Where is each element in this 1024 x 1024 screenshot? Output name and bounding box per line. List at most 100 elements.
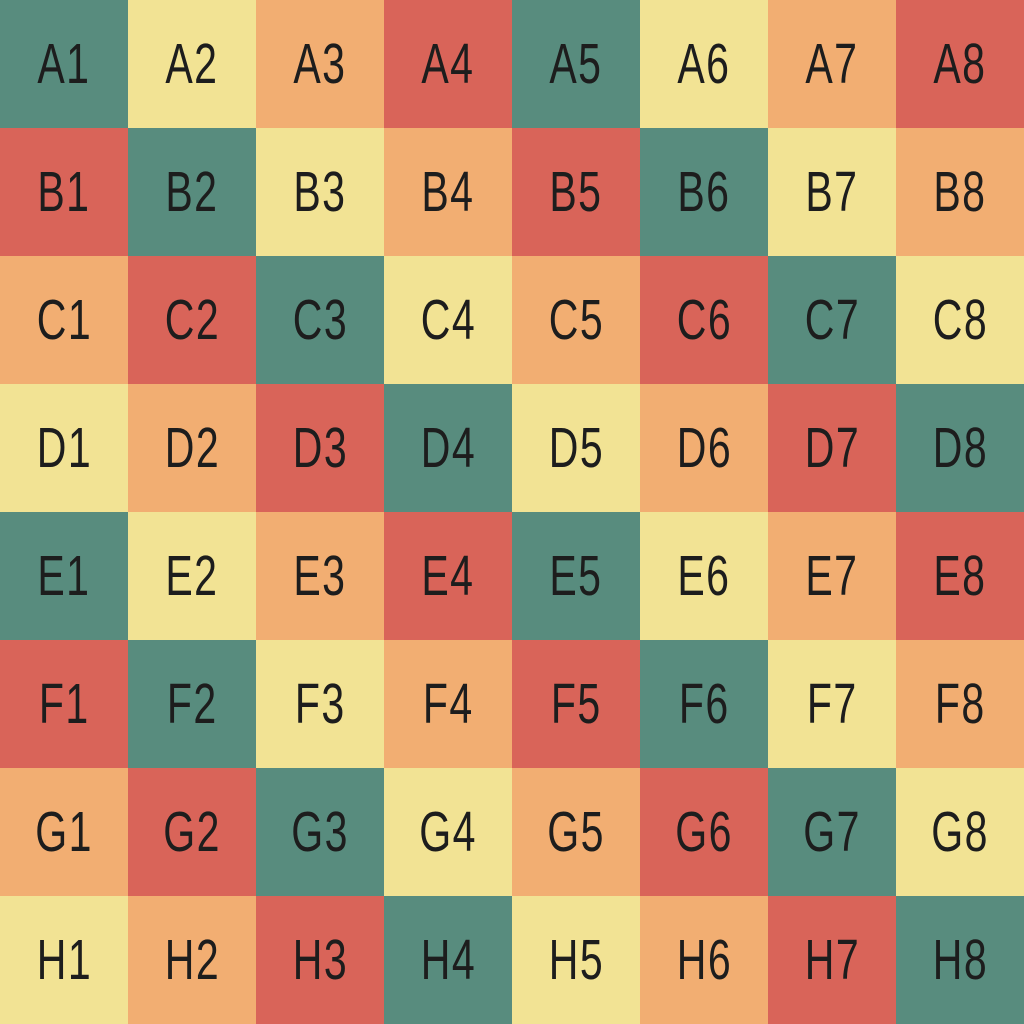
grid-cell-label: E6 — [677, 543, 731, 608]
grid-cell[interactable]: C5 — [512, 256, 640, 384]
grid-cell[interactable]: B2 — [128, 128, 256, 256]
grid-cell[interactable]: F8 — [896, 640, 1024, 768]
grid-cell-label: C3 — [292, 287, 348, 352]
grid-cell[interactable]: A6 — [640, 0, 768, 128]
grid-cell-label: B6 — [677, 159, 731, 224]
grid-cell[interactable]: D6 — [640, 384, 768, 512]
grid-cell[interactable]: D4 — [384, 384, 512, 512]
grid-cell[interactable]: F6 — [640, 640, 768, 768]
grid-cell[interactable]: D8 — [896, 384, 1024, 512]
grid-cell-label: B1 — [37, 159, 91, 224]
grid-cell[interactable]: F5 — [512, 640, 640, 768]
grid-cell-label: E4 — [421, 543, 475, 608]
grid-cell-label: D7 — [804, 415, 860, 480]
grid-cell[interactable]: F2 — [128, 640, 256, 768]
grid-cell-label: B7 — [805, 159, 859, 224]
grid-cell-label: D4 — [420, 415, 476, 480]
grid-cell[interactable]: D2 — [128, 384, 256, 512]
grid-cell-label: H6 — [676, 927, 732, 992]
grid-cell-label: A7 — [805, 31, 859, 96]
grid-cell[interactable]: H1 — [0, 896, 128, 1024]
grid-cell-label: G5 — [547, 799, 605, 864]
grid-cell[interactable]: E8 — [896, 512, 1024, 640]
grid-cell[interactable]: A8 — [896, 0, 1024, 128]
grid-cell[interactable]: G4 — [384, 768, 512, 896]
grid-cell[interactable]: D1 — [0, 384, 128, 512]
grid-cell-label: E2 — [165, 543, 219, 608]
grid-cell[interactable]: C3 — [256, 256, 384, 384]
grid-cell-label: G4 — [419, 799, 477, 864]
grid-cell-label: A8 — [933, 31, 987, 96]
grid-cell[interactable]: G3 — [256, 768, 384, 896]
grid-cell[interactable]: F1 — [0, 640, 128, 768]
grid-cell[interactable]: H7 — [768, 896, 896, 1024]
grid-cell[interactable]: B6 — [640, 128, 768, 256]
grid-cell-label: B5 — [549, 159, 603, 224]
grid-cell[interactable]: E1 — [0, 512, 128, 640]
grid-cell[interactable]: H4 — [384, 896, 512, 1024]
grid-cell-label: D3 — [292, 415, 348, 480]
grid-cell-label: E8 — [933, 543, 987, 608]
grid-cell[interactable]: A7 — [768, 0, 896, 128]
grid-cell-label: F6 — [678, 671, 730, 736]
grid-cell[interactable]: G7 — [768, 768, 896, 896]
grid-cell-label: D8 — [932, 415, 988, 480]
grid-cell[interactable]: E6 — [640, 512, 768, 640]
grid-cell[interactable]: C4 — [384, 256, 512, 384]
grid-cell-label: H7 — [804, 927, 860, 992]
grid-cell[interactable]: G5 — [512, 768, 640, 896]
grid-cell[interactable]: F7 — [768, 640, 896, 768]
grid-cell[interactable]: C7 — [768, 256, 896, 384]
grid-cell-label: G8 — [931, 799, 989, 864]
grid-cell[interactable]: A4 — [384, 0, 512, 128]
grid-cell[interactable]: H8 — [896, 896, 1024, 1024]
grid-cell-label: C4 — [420, 287, 476, 352]
grid-cell-label: C5 — [548, 287, 604, 352]
grid-cell[interactable]: E2 — [128, 512, 256, 640]
grid-cell-label: A3 — [293, 31, 347, 96]
grid-cell[interactable]: E4 — [384, 512, 512, 640]
grid-cell[interactable]: B5 — [512, 128, 640, 256]
grid-cell[interactable]: B3 — [256, 128, 384, 256]
grid-cell[interactable]: C6 — [640, 256, 768, 384]
grid-cell[interactable]: G8 — [896, 768, 1024, 896]
grid-cell[interactable]: H3 — [256, 896, 384, 1024]
grid-cell[interactable]: E5 — [512, 512, 640, 640]
grid-cell[interactable]: G2 — [128, 768, 256, 896]
grid-cell[interactable]: A1 — [0, 0, 128, 128]
grid-cell-label: A6 — [677, 31, 731, 96]
grid-cell-label: F2 — [166, 671, 218, 736]
grid-cell[interactable]: C2 — [128, 256, 256, 384]
grid-cell[interactable]: H2 — [128, 896, 256, 1024]
grid-cell[interactable]: G1 — [0, 768, 128, 896]
grid-cell-label: F4 — [422, 671, 474, 736]
grid-cell[interactable]: F4 — [384, 640, 512, 768]
grid-cell-label: D5 — [548, 415, 604, 480]
grid-cell[interactable]: E7 — [768, 512, 896, 640]
grid-cell[interactable]: E3 — [256, 512, 384, 640]
grid-cell-label: C6 — [676, 287, 732, 352]
grid-cell[interactable]: B4 — [384, 128, 512, 256]
grid-cell[interactable]: B8 — [896, 128, 1024, 256]
grid-cell[interactable]: C1 — [0, 256, 128, 384]
grid-cell-label: E3 — [293, 543, 347, 608]
grid-cell-label: G6 — [675, 799, 733, 864]
grid-cell-label: H5 — [548, 927, 604, 992]
grid-cell-label: B3 — [293, 159, 347, 224]
grid-cell[interactable]: B7 — [768, 128, 896, 256]
grid-cell-label: A1 — [37, 31, 91, 96]
grid-cell[interactable]: H6 — [640, 896, 768, 1024]
grid-cell[interactable]: A2 — [128, 0, 256, 128]
grid-cell-label: F5 — [550, 671, 602, 736]
grid-cell[interactable]: D5 — [512, 384, 640, 512]
grid-cell[interactable]: C8 — [896, 256, 1024, 384]
grid-cell[interactable]: A5 — [512, 0, 640, 128]
grid-cell[interactable]: A3 — [256, 0, 384, 128]
grid-cell[interactable]: G6 — [640, 768, 768, 896]
grid-cell[interactable]: F3 — [256, 640, 384, 768]
grid-cell-label: B2 — [165, 159, 219, 224]
grid-cell[interactable]: D3 — [256, 384, 384, 512]
grid-cell[interactable]: B1 — [0, 128, 128, 256]
grid-cell[interactable]: D7 — [768, 384, 896, 512]
grid-cell[interactable]: H5 — [512, 896, 640, 1024]
